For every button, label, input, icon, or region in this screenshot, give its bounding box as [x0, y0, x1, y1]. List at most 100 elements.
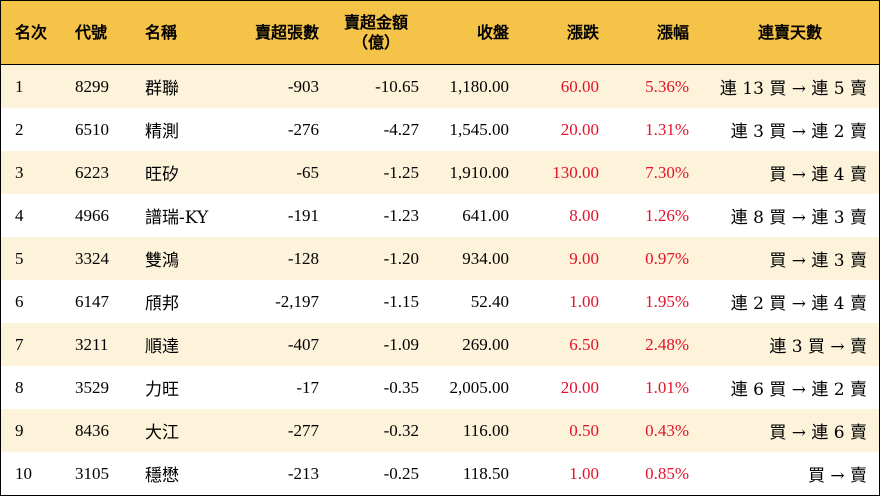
cell-sell-amount: -0.25 — [383, 463, 419, 483]
table-row: 6 6147 頎邦 -2,197 -1.15 52.40 1.00 1.95% 連 2 買 → … — [1, 280, 879, 323]
cell-pct: 5.36% — [645, 76, 689, 96]
cell-close: 269.00 — [462, 334, 509, 354]
cell-sell-amount: -1.15 — [383, 291, 419, 311]
cell-name: 旺矽 — [145, 165, 179, 185]
cell-code: 3324 — [75, 248, 109, 268]
cell-sell-lots: -17 — [296, 377, 319, 397]
cell-name: 精測 — [145, 122, 179, 142]
cell-pct: 0.97% — [645, 248, 689, 268]
cell-name: 頎邦 — [145, 294, 179, 314]
cell-close: 52.40 — [470, 291, 509, 311]
cell-sell-lots: -903 — [287, 76, 319, 96]
header-close: 收盤 — [431, 1, 509, 64]
header-code: 代號 — [75, 1, 135, 64]
cell-streak: 連 3 買 → 連 2 賣 — [730, 122, 867, 142]
cell-streak: 連 8 買 → 連 3 賣 — [730, 208, 867, 228]
cell-rank: 7 — [15, 334, 24, 354]
cell-streak: 買 → 連 4 賣 — [769, 165, 867, 185]
cell-change: 60.00 — [560, 76, 599, 96]
cell-pct: 1.26% — [645, 205, 689, 225]
cell-change: 1.00 — [569, 463, 599, 483]
cell-rank: 2 — [15, 119, 24, 139]
cell-sell-lots: -213 — [287, 463, 319, 483]
cell-sell-amount: -1.23 — [383, 205, 419, 225]
cell-rank: 10 — [15, 463, 32, 483]
cell-pct: 1.01% — [645, 377, 689, 397]
cell-rank: 1 — [15, 76, 24, 96]
header-sell-amount: 賣超金額 （億） — [331, 1, 421, 64]
header-change-label: 漲跌 — [566, 22, 599, 42]
header-pct-label: 漲幅 — [656, 22, 689, 42]
table-row: 3 6223 旺矽 -65 -1.25 1,910.00 130.00 7.30% 買 → 連 … — [1, 151, 879, 194]
cell-code: 8436 — [75, 420, 109, 440]
table-row: 7 3211 順達 -407 -1.09 269.00 6.50 2.48% 連 3 買 → 賣 — [1, 323, 879, 366]
cell-close: 1,545.00 — [449, 119, 510, 139]
cell-sell-lots: -65 — [296, 162, 319, 182]
cell-rank: 9 — [15, 420, 24, 440]
header-change: 漲跌 — [521, 1, 599, 64]
cell-pct: 7.30% — [645, 162, 689, 182]
cell-close: 1,910.00 — [449, 162, 510, 182]
cell-sell-amount: -4.27 — [383, 119, 419, 139]
header-streak: 連賣天數 — [701, 1, 879, 64]
cell-code: 6147 — [75, 291, 109, 311]
cell-close: 2,005.00 — [449, 377, 510, 397]
cell-pct: 0.85% — [645, 463, 689, 483]
table-row: 5 3324 雙鴻 -128 -1.20 934.00 9.00 0.97% 買 → 連 3 賣 — [1, 237, 879, 280]
cell-sell-amount: -0.35 — [383, 377, 419, 397]
cell-sell-amount: -1.25 — [383, 162, 419, 182]
cell-rank: 3 — [15, 162, 24, 182]
cell-rank: 4 — [15, 205, 24, 225]
header-code-label: 代號 — [75, 22, 108, 42]
cell-pct: 1.31% — [645, 119, 689, 139]
cell-sell-lots: -276 — [287, 119, 319, 139]
cell-name: 群聯 — [145, 79, 179, 99]
table-row: 9 8436 大江 -277 -0.32 116.00 0.50 0.43% 買 → 連 6 賣 — [1, 409, 879, 452]
cell-rank: 5 — [15, 248, 24, 268]
header-sell-amount-unit: （億） — [351, 32, 400, 52]
cell-streak: 連 2 買 → 連 4 賣 — [730, 294, 867, 314]
cell-streak: 買 → 連 3 賣 — [769, 251, 867, 271]
cell-name: 力旺 — [145, 380, 179, 400]
header-streak-label: 連賣天數 — [757, 22, 822, 42]
cell-code: 6510 — [75, 119, 109, 139]
cell-change: 20.00 — [560, 377, 599, 397]
cell-close: 934.00 — [462, 248, 509, 268]
cell-sell-lots: -128 — [287, 248, 319, 268]
cell-name: 大江 — [145, 423, 179, 443]
table-row: 2 6510 精測 -276 -4.27 1,545.00 20.00 1.31% 連 3 買 … — [1, 108, 879, 151]
table-row: 10 3105 穩懋 -213 -0.25 118.50 1.00 0.85% 買 → 賣 — [1, 452, 879, 495]
header-rank: 名次 — [15, 1, 65, 64]
cell-change: 0.50 — [569, 420, 599, 440]
cell-code: 6223 — [75, 162, 109, 182]
cell-streak: 買 → 連 6 賣 — [769, 423, 867, 443]
cell-change: 9.00 — [569, 248, 599, 268]
header-sell-lots: 賣超張數 — [221, 1, 319, 64]
header-name-label: 名稱 — [145, 22, 178, 42]
cell-change: 20.00 — [560, 119, 599, 139]
cell-sell-amount: -1.09 — [383, 334, 419, 354]
cell-code: 8299 — [75, 76, 109, 96]
cell-sell-amount: -1.20 — [383, 248, 419, 268]
table-row: 8 3529 力旺 -17 -0.35 2,005.00 20.00 1.01% 連 6 買 →… — [1, 366, 879, 409]
cell-rank: 6 — [15, 291, 24, 311]
header-rank-label: 名次 — [15, 22, 48, 42]
cell-close: 118.50 — [462, 463, 509, 483]
cell-sell-lots: -191 — [287, 205, 319, 225]
cell-streak: 連 3 買 → 賣 — [769, 337, 867, 357]
cell-code: 3211 — [75, 334, 109, 354]
cell-change: 6.50 — [569, 334, 599, 354]
cell-streak: 連 6 買 → 連 2 賣 — [730, 380, 867, 400]
header-pct: 漲幅 — [611, 1, 689, 64]
cell-close: 1,180.00 — [449, 76, 510, 96]
header-sell-lots-label: 賣超張數 — [254, 22, 319, 42]
cell-close: 116.00 — [462, 420, 509, 440]
table-row: 1 8299 群聯 -903 -10.65 1,180.00 60.00 5.36% 連 13 … — [1, 65, 879, 108]
header-close-label: 收盤 — [476, 22, 509, 42]
cell-name: 順達 — [145, 337, 179, 357]
cell-streak: 買 → 賣 — [807, 466, 867, 486]
header-sell-amount-label: 賣超金額 — [343, 12, 408, 32]
cell-sell-lots: -407 — [287, 334, 319, 354]
cell-change: 8.00 — [569, 205, 599, 225]
cell-name: 穩懋 — [145, 466, 179, 486]
